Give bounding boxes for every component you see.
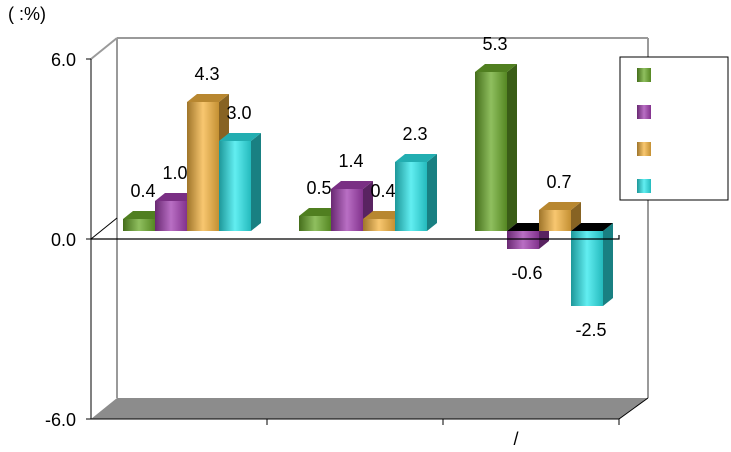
- data-label: 0.5: [306, 178, 331, 198]
- bar-top: [155, 193, 197, 201]
- legend-box: [619, 56, 729, 201]
- bar-side: [507, 64, 517, 231]
- bar-front: [155, 201, 187, 231]
- legend-swatch: [637, 179, 651, 193]
- bar-top: [187, 94, 229, 102]
- data-label: 0.7: [546, 172, 571, 192]
- bar-top: [363, 211, 405, 219]
- bar-top: [123, 211, 165, 219]
- legend: [619, 56, 729, 201]
- legend-item: [637, 105, 651, 119]
- bar-side: [603, 223, 613, 306]
- bar-front: [331, 189, 363, 231]
- data-label: 5.3: [482, 34, 507, 54]
- bar-front: [123, 219, 155, 231]
- bar-top: [539, 202, 581, 210]
- legend-item: [637, 68, 651, 82]
- legend-item: [637, 179, 651, 193]
- bar-front: [395, 162, 427, 231]
- bar: [475, 64, 517, 231]
- bar-side: [571, 202, 581, 231]
- bar-front: [475, 72, 507, 231]
- data-label: 0.4: [370, 181, 395, 201]
- legend-swatch: [637, 68, 651, 82]
- data-label: -2.5: [575, 320, 606, 340]
- legend-items: [637, 68, 651, 193]
- legend-swatch: [637, 105, 651, 119]
- bar-front: [539, 210, 571, 231]
- data-label: 3.0: [226, 103, 251, 123]
- unit-label: ( :%): [8, 4, 46, 24]
- bar-top: [571, 223, 613, 231]
- bar: [395, 154, 437, 231]
- left-depth-top-edge: [90, 37, 118, 60]
- y-tick-label-top: 6.0: [51, 50, 76, 70]
- zero-line: [91, 235, 620, 240]
- bar-top: [507, 223, 549, 231]
- bar: [571, 223, 613, 306]
- data-label: 0.4: [130, 181, 155, 201]
- data-label: 1.4: [338, 151, 363, 171]
- bar-top: [219, 133, 261, 141]
- category-label-3: /: [513, 429, 518, 449]
- bar-side: [427, 154, 437, 231]
- y-tick-label-zero: 0.0: [51, 230, 76, 250]
- zero-line-depth: [90, 217, 118, 240]
- bar-front: [571, 231, 603, 306]
- bar: [219, 133, 261, 231]
- bar-front: [363, 219, 395, 231]
- bar-top: [331, 181, 373, 189]
- data-label: -0.6: [511, 263, 542, 283]
- bars-layer: [123, 64, 613, 306]
- data-labels-layer: 0.4 0.5 5.3 1.0 1.4 -0.6 4.3 0.4 0.7 3.0 2.3 -2.5: [130, 34, 606, 340]
- bar-top: [475, 64, 517, 72]
- bar-front: [507, 231, 539, 249]
- bar-side: [251, 133, 261, 231]
- bar-front: [299, 216, 331, 231]
- bar: [539, 202, 581, 231]
- data-label: 2.3: [402, 124, 427, 144]
- bar-top: [395, 154, 437, 162]
- legend-item: [637, 142, 651, 156]
- data-label: 1.0: [162, 163, 187, 183]
- y-tick-label-bottom: -6.0: [45, 410, 76, 430]
- chart-floor: [91, 398, 648, 419]
- bar-front: [187, 102, 219, 231]
- data-label: 4.3: [194, 64, 219, 84]
- legend-swatch: [637, 142, 651, 156]
- bar-top: [299, 208, 341, 216]
- bar-front: [219, 141, 251, 231]
